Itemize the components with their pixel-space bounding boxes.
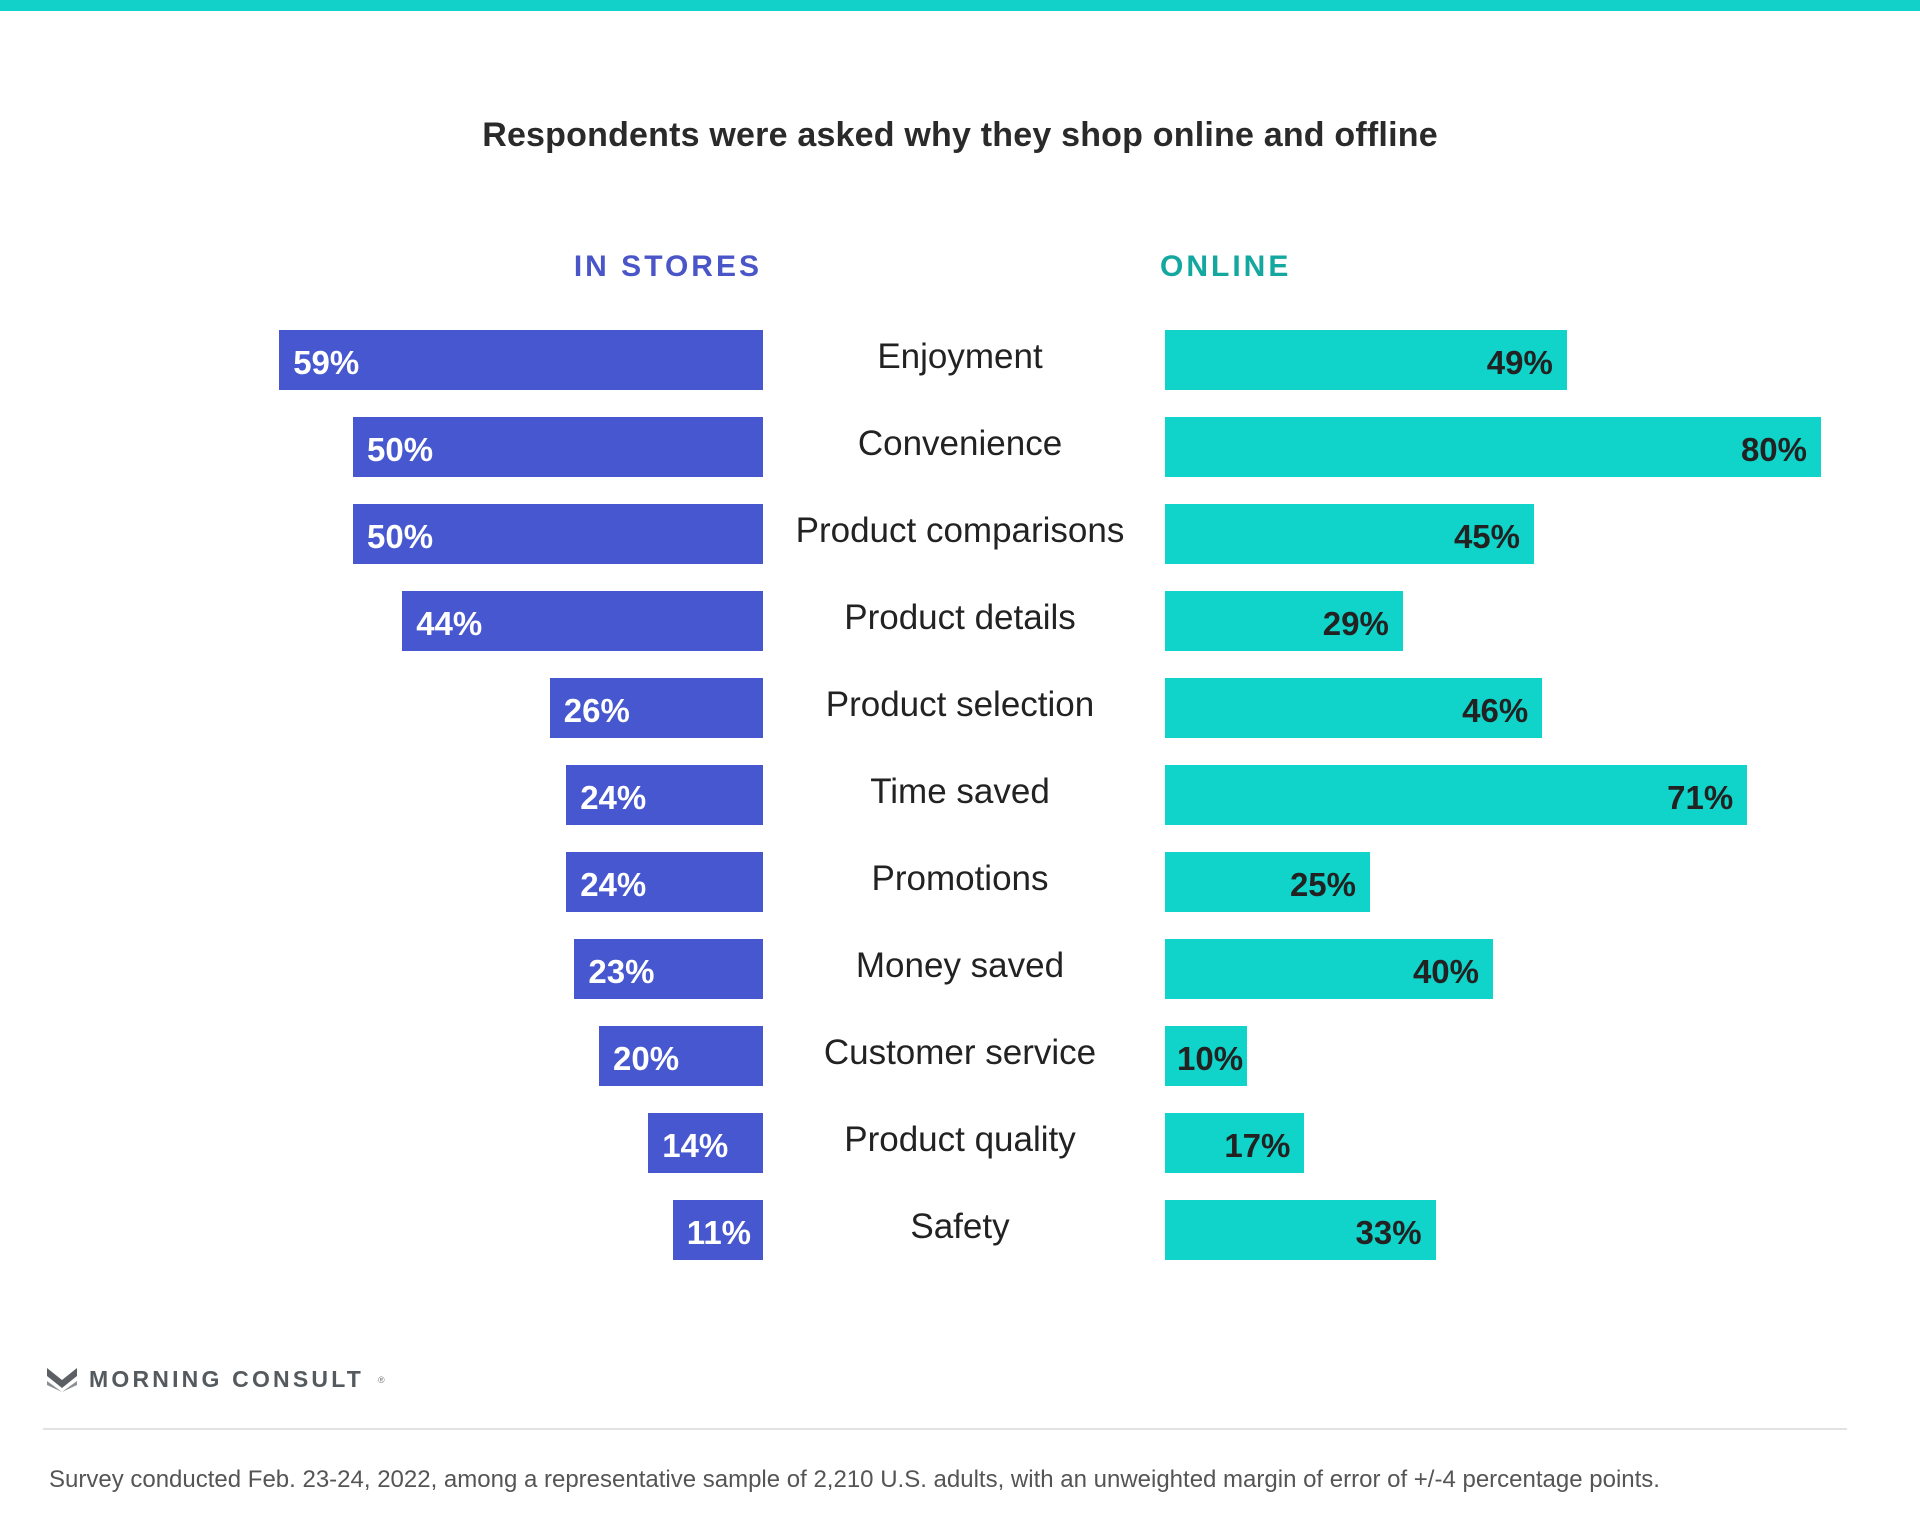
in-stores-value-promotions: 24%: [580, 866, 647, 903]
online-value-money-saved: 40%: [1412, 953, 1479, 990]
brand-logo: MORNING CONSULT ®: [47, 1366, 385, 1393]
online-bar-product-quality: [1165, 1113, 1305, 1173]
in-stores-bar-product-selection: [549, 678, 763, 738]
diverging-bar-chart: Enjoyment 59% 49% Convenience 50% 80% Product …: [279, 330, 1821, 1260]
in-stores-value-enjoyment: 59%: [293, 344, 360, 381]
top-accent-bar: [0, 0, 1920, 11]
online-bar-time-saved: [1165, 765, 1748, 825]
online-bar-customer-service: [1165, 1026, 1247, 1086]
online-value-convenience: 80%: [1740, 431, 1807, 468]
online-bar-promotions: [1165, 852, 1370, 912]
online-value-product-quality: 17%: [1224, 1127, 1291, 1164]
category-label-product-details: Product details: [844, 598, 1076, 637]
in-stores-bar-product-details: [402, 591, 763, 651]
in-stores-bar-enjoyment: [279, 330, 763, 390]
footer-divider: [43, 1428, 1847, 1430]
in-stores-bar-safety: [672, 1200, 763, 1260]
category-label-product-selection: Product selection: [825, 685, 1095, 724]
category-label-customer-service: Customer service: [823, 1033, 1097, 1072]
in-stores-bar-money-saved: [574, 939, 763, 999]
online-value-safety: 33%: [1355, 1214, 1422, 1251]
in-stores-header: IN STORES: [573, 250, 762, 283]
category-label-promotions: Promotions: [871, 859, 1049, 898]
category-label-time-saved: Time saved: [870, 772, 1050, 811]
online-value-product-comparisons: 45%: [1453, 518, 1520, 555]
morning-consult-logo-icon: [47, 1367, 77, 1392]
trademark-mark: ®: [378, 1374, 385, 1385]
in-stores-bar-promotions: [566, 852, 763, 912]
category-label-money-saved: Money saved: [855, 946, 1065, 985]
online-value-promotions: 25%: [1289, 866, 1356, 903]
category-label-safety: Safety: [910, 1207, 1010, 1246]
online-value-enjoyment: 49%: [1486, 344, 1553, 381]
category-label-product-quality: Product quality: [844, 1120, 1076, 1159]
online-bar-product-comparisons: [1165, 504, 1534, 564]
online-value-product-details: 29%: [1322, 605, 1389, 642]
online-bar-product-details: [1165, 591, 1403, 651]
in-stores-value-money-saved: 23%: [588, 953, 655, 990]
category-label-product-comparisons: Product comparisons: [795, 511, 1125, 550]
brand-name: MORNING CONSULT: [89, 1366, 365, 1392]
online-value-product-selection: 46%: [1462, 692, 1529, 729]
chart-title: Respondents were asked why they shop onl…: [482, 116, 1438, 154]
in-stores-bar-customer-service: [599, 1026, 763, 1086]
online-bar-convenience: [1165, 417, 1821, 477]
in-stores-bar-convenience: [353, 417, 763, 477]
online-bar-product-selection: [1165, 678, 1543, 738]
category-label-convenience: Convenience: [857, 424, 1063, 463]
in-stores-bar-product-comparisons: [353, 504, 763, 564]
category-label-enjoyment: Enjoyment: [877, 337, 1043, 376]
in-stores-value-product-comparisons: 50%: [367, 518, 434, 555]
in-stores-bar-time-saved: [566, 765, 763, 825]
in-stores-value-product-quality: 14%: [662, 1127, 729, 1164]
online-bar-money-saved: [1165, 939, 1493, 999]
online-value-time-saved: 71%: [1667, 779, 1734, 816]
in-stores-value-time-saved: 24%: [580, 779, 647, 816]
in-stores-value-convenience: 50%: [367, 431, 434, 468]
survey-footnote: Survey conducted Feb. 23-24, 2022, among…: [49, 1466, 1660, 1493]
in-stores-value-customer-service: 20%: [613, 1040, 680, 1077]
online-value-customer-service: 10%: [1177, 1040, 1244, 1077]
in-stores-value-product-details: 44%: [416, 605, 483, 642]
in-stores-bar-product-quality: [648, 1113, 763, 1173]
online-bar-enjoyment: [1165, 330, 1567, 390]
in-stores-value-product-selection: 26%: [563, 692, 630, 729]
online-bar-safety: [1165, 1200, 1436, 1260]
online-header: ONLINE: [1160, 250, 1292, 283]
in-stores-value-safety: 11%: [686, 1214, 752, 1251]
